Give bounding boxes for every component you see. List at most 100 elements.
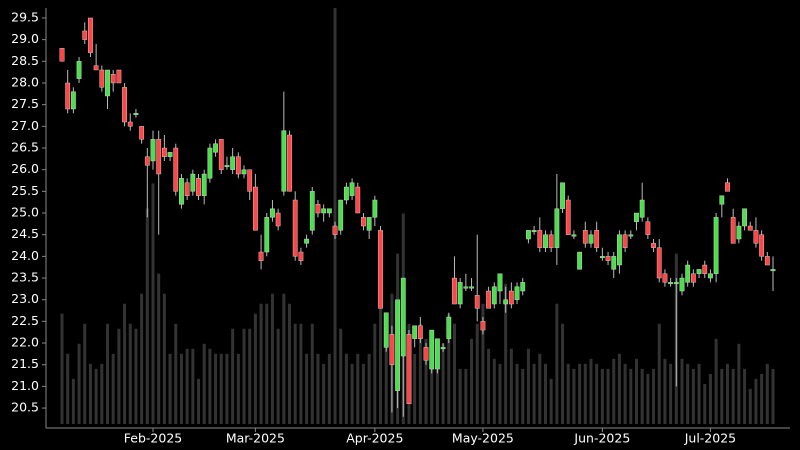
- candle-body: [270, 208, 275, 218]
- volume-bar: [606, 368, 610, 424]
- volume-bar: [720, 368, 724, 424]
- volume-bar: [737, 343, 741, 424]
- candle-body: [65, 82, 71, 110]
- candle-body: [230, 156, 236, 170]
- candle-body: [645, 221, 651, 235]
- candle-body: [287, 134, 292, 192]
- volume-bar: [384, 343, 388, 424]
- candle-body: [594, 230, 600, 248]
- volume-bar: [623, 363, 627, 424]
- volume-bar: [225, 353, 229, 424]
- volume-bar: [731, 368, 735, 424]
- candle-body: [264, 217, 270, 253]
- candle-body: [469, 286, 474, 289]
- y-tick-label: 21.5: [11, 356, 39, 371]
- y-tick-label: 29.0: [11, 31, 39, 46]
- volume-bar: [361, 363, 365, 424]
- candle-body: [514, 286, 520, 300]
- x-tick-label: Apr-2025: [346, 431, 403, 446]
- volume-bar: [424, 338, 428, 424]
- candle-body: [543, 234, 548, 248]
- volume-bar: [691, 368, 695, 424]
- y-tick-label: 22.5: [11, 313, 39, 328]
- volume-bar: [521, 368, 525, 424]
- volume-bar: [248, 328, 252, 424]
- volume-bar: [652, 368, 656, 424]
- volume-bar: [657, 323, 661, 424]
- volume-bar: [487, 348, 491, 424]
- volume-bar: [708, 373, 712, 424]
- candle-body: [463, 286, 469, 289]
- volume-bar: [71, 378, 75, 424]
- candle-body: [252, 186, 258, 231]
- candle-body: [281, 130, 287, 192]
- candle-body: [668, 282, 674, 285]
- candle-body: [383, 312, 389, 348]
- candle-body: [315, 204, 321, 214]
- candle-body: [258, 251, 264, 261]
- volume-bar: [743, 368, 747, 424]
- y-tick-label: 23.0: [11, 291, 39, 306]
- volume-bar: [612, 358, 616, 424]
- candle-body: [423, 347, 429, 361]
- candle-body: [486, 290, 491, 309]
- candle-body: [361, 217, 366, 227]
- volume-bar: [185, 348, 189, 424]
- candle-body: [690, 273, 696, 283]
- candle-body: [110, 74, 116, 84]
- volume-bar: [760, 373, 764, 424]
- candle-body: [201, 173, 207, 196]
- candle-body: [753, 230, 759, 244]
- candle-body: [332, 225, 338, 235]
- candle-body: [156, 139, 162, 175]
- volume-bar: [504, 283, 508, 424]
- candle-body: [173, 147, 179, 192]
- candle-body: [435, 338, 440, 370]
- volume-bar: [162, 293, 166, 424]
- volume-bar: [259, 303, 263, 424]
- candle-body: [480, 321, 486, 331]
- volume-bar: [572, 368, 576, 424]
- volume-bar: [66, 353, 70, 424]
- candle-body: [520, 282, 526, 292]
- volume-bar: [475, 323, 479, 424]
- volume-bar: [549, 378, 553, 424]
- volume-bar: [197, 378, 201, 424]
- y-tick-label: 25.5: [11, 183, 39, 198]
- y-tick-label: 28.0: [11, 74, 39, 89]
- candle-body: [275, 212, 281, 227]
- candle-body: [708, 273, 713, 279]
- candle-body: [213, 143, 218, 153]
- volume-bar: [413, 353, 417, 424]
- volume-bar: [600, 368, 604, 424]
- candle-body: [349, 182, 355, 196]
- candle-body: [218, 139, 224, 170]
- volume-bar: [202, 343, 206, 424]
- candle-body: [321, 208, 327, 214]
- volume-bar: [310, 323, 314, 424]
- candle-body: [133, 113, 139, 116]
- volume-bar: [680, 358, 684, 424]
- candle-body: [736, 225, 742, 240]
- candle-body: [99, 69, 105, 88]
- candle-body: [605, 256, 611, 261]
- volume-bar: [299, 323, 303, 424]
- volume-bar: [208, 348, 212, 424]
- volume-bar: [356, 353, 360, 424]
- candle-body: [554, 208, 560, 248]
- volume-bar: [765, 363, 769, 424]
- candle-body: [366, 217, 372, 231]
- volume-bar: [231, 328, 235, 424]
- candle-body: [298, 251, 304, 261]
- volume-bar: [754, 378, 758, 424]
- candle-body: [725, 182, 730, 192]
- candle-body: [105, 69, 110, 97]
- volume-bar: [94, 368, 98, 424]
- volume-bar: [316, 353, 320, 424]
- candle-body: [628, 234, 634, 237]
- volume-bar: [526, 348, 530, 424]
- candle-body: [531, 230, 537, 233]
- volume-bar: [464, 368, 468, 424]
- candle-body: [344, 186, 349, 201]
- volume-bar: [589, 358, 593, 424]
